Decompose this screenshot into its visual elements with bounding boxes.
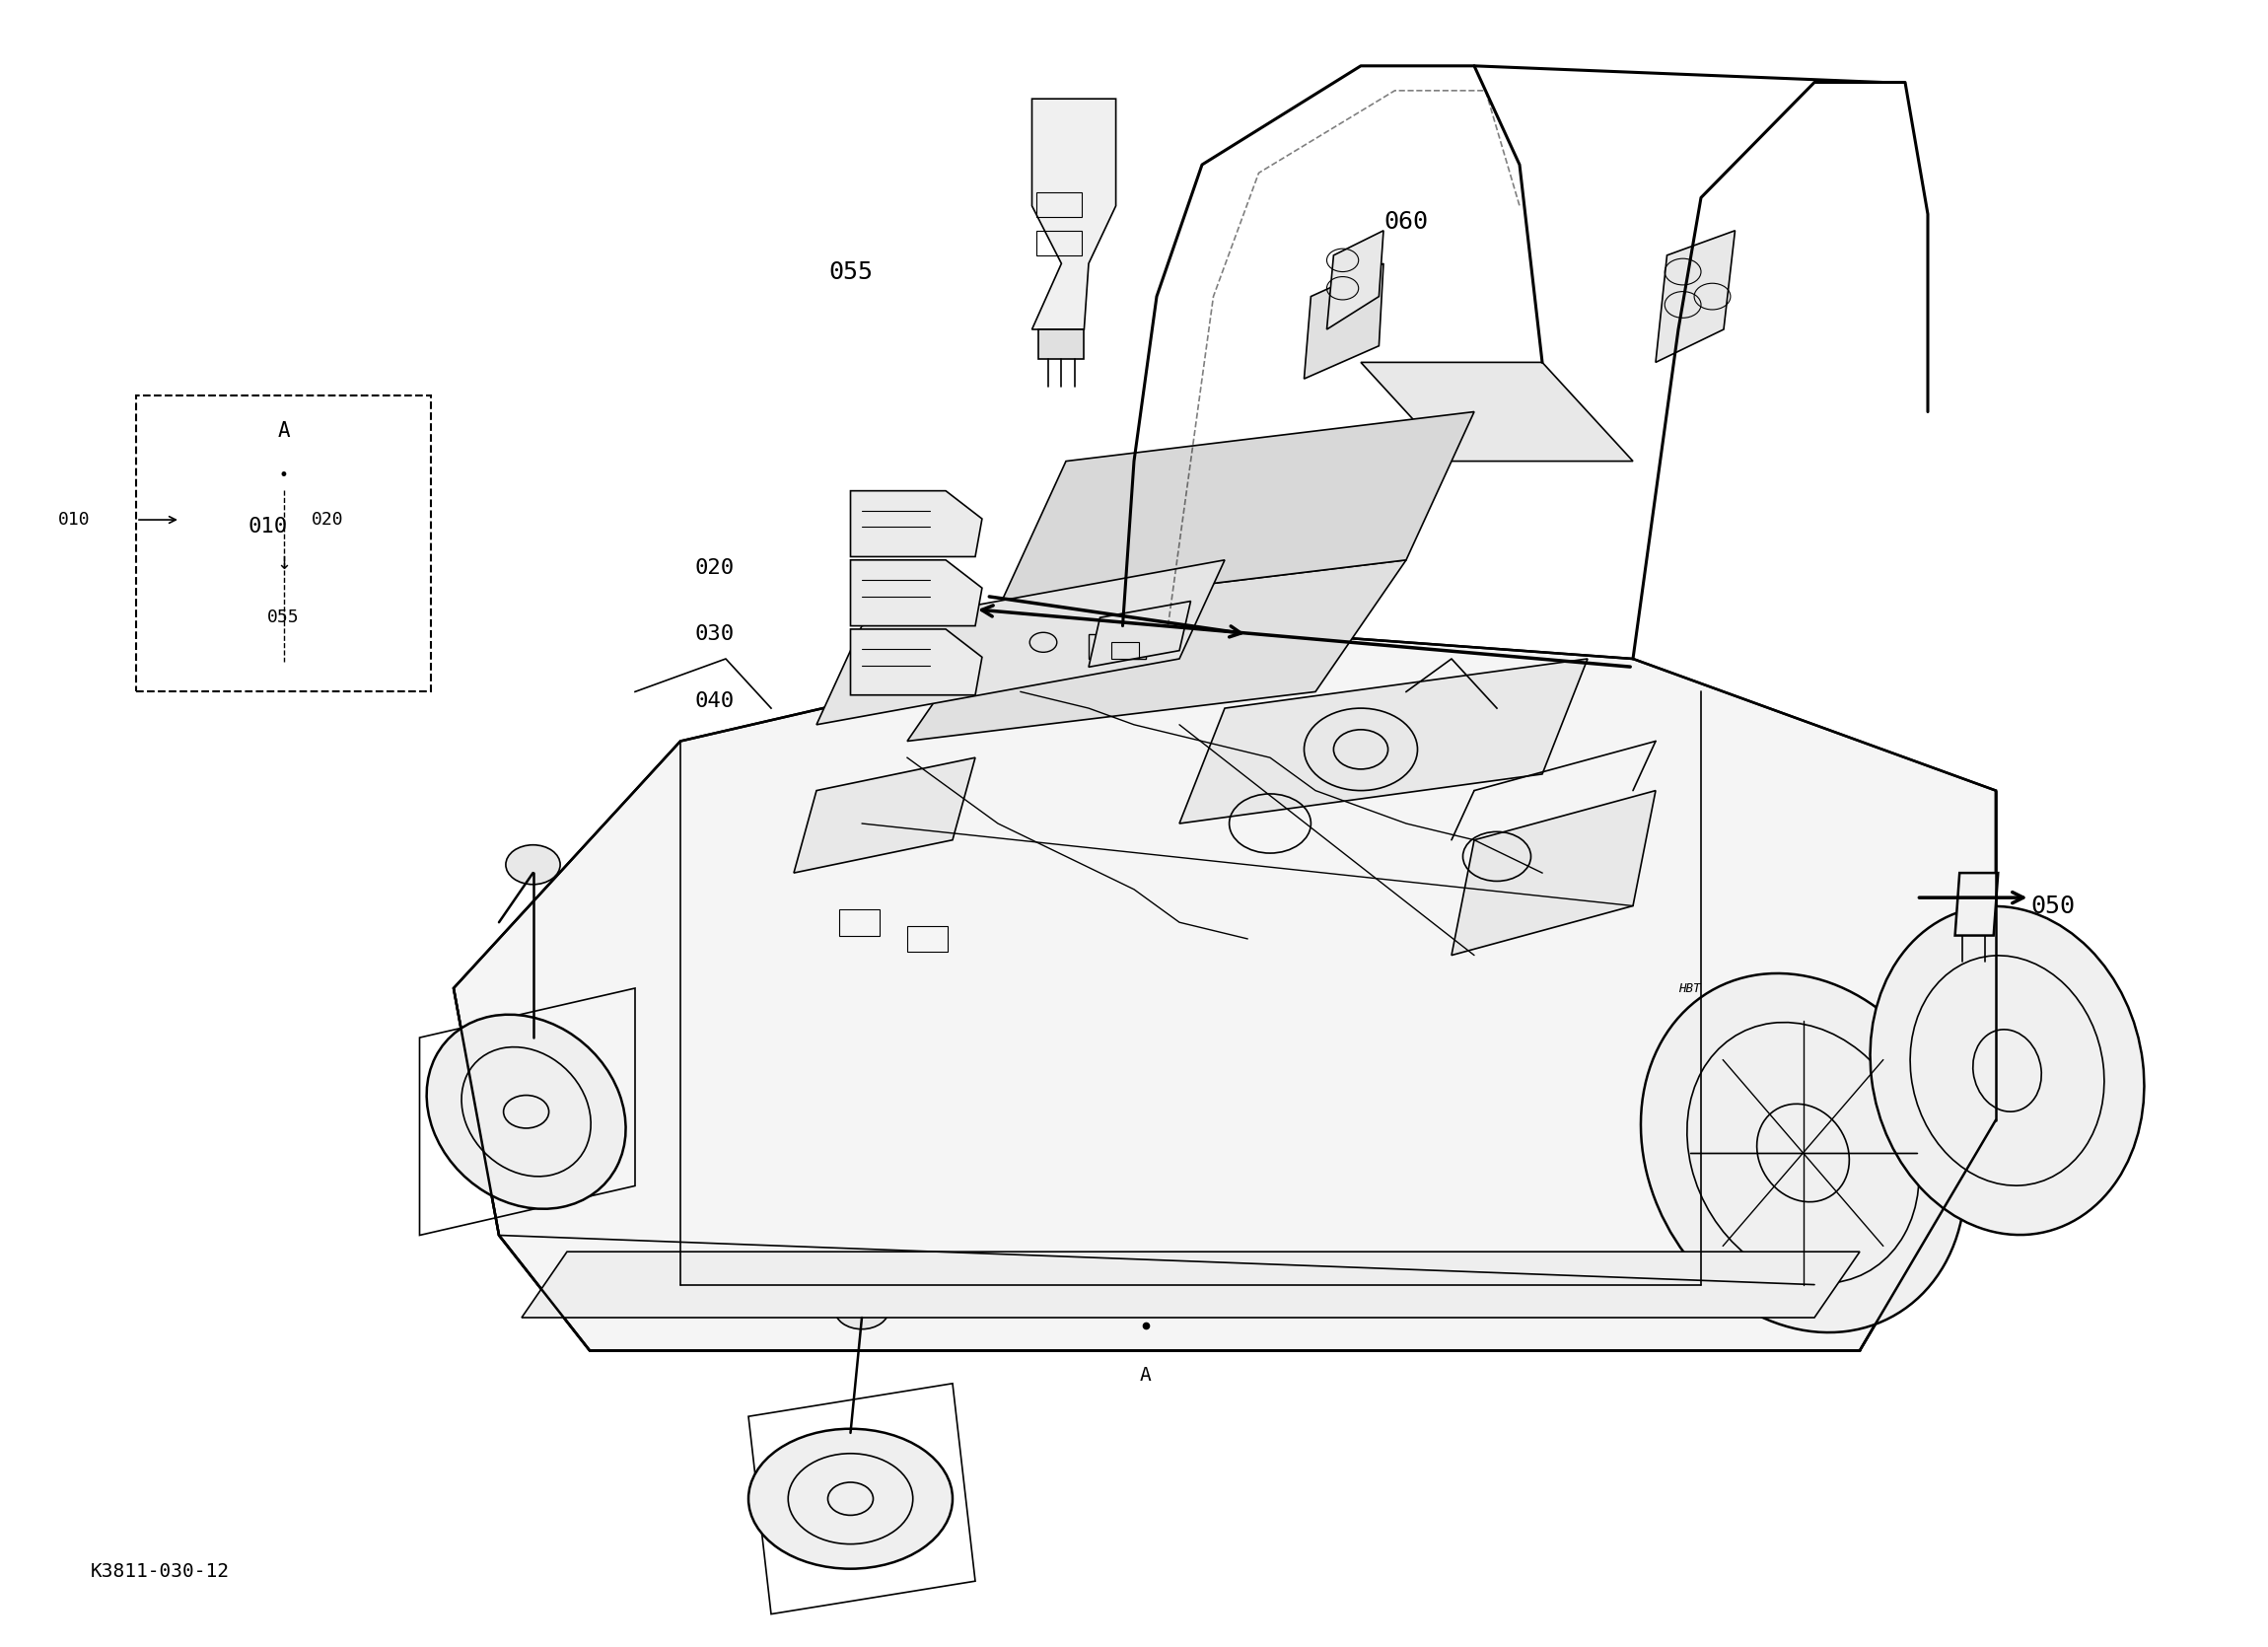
Polygon shape [454,626,1996,1351]
Text: •: • [279,466,288,484]
Text: 030: 030 [694,624,735,644]
Text: 060: 060 [1383,211,1429,234]
Text: 055: 055 [268,609,299,626]
Ellipse shape [426,1015,626,1209]
Text: 010: 010 [247,517,288,537]
Polygon shape [1327,231,1383,329]
Text: 020: 020 [694,558,735,578]
Text: 055: 055 [828,260,873,283]
Text: K3811-030-12: K3811-030-12 [91,1563,229,1581]
Polygon shape [1179,659,1588,824]
Text: 010: 010 [59,511,91,529]
Polygon shape [850,629,982,695]
Polygon shape [1656,231,1735,362]
Text: ↓: ↓ [277,555,290,573]
Ellipse shape [1640,973,1966,1332]
Polygon shape [1361,362,1633,461]
Polygon shape [1032,99,1116,329]
Circle shape [506,845,560,884]
Polygon shape [1452,791,1656,955]
Polygon shape [998,412,1474,609]
Text: 020: 020 [311,511,345,529]
Polygon shape [1039,329,1084,359]
Polygon shape [1955,873,1998,935]
Text: A: A [277,422,290,441]
Polygon shape [907,560,1406,741]
Text: 040: 040 [694,692,735,712]
Polygon shape [794,758,975,873]
Ellipse shape [748,1430,953,1568]
Circle shape [835,1290,889,1329]
Polygon shape [522,1252,1860,1318]
Polygon shape [850,491,982,557]
Polygon shape [850,560,982,626]
Polygon shape [1304,264,1383,379]
Text: A: A [1139,1365,1152,1385]
Ellipse shape [1871,906,2143,1235]
Polygon shape [1089,601,1191,667]
Polygon shape [816,560,1225,725]
Text: HBT: HBT [1678,982,1701,995]
Text: 050: 050 [2030,894,2075,917]
